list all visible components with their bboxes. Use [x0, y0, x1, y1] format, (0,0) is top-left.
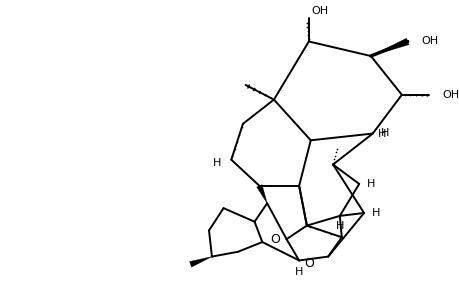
Text: H: H: [377, 128, 385, 139]
Text: H: H: [213, 158, 221, 168]
Text: H: H: [294, 267, 302, 277]
Text: H: H: [366, 179, 375, 189]
Text: O: O: [303, 257, 313, 270]
Text: OH: OH: [420, 37, 437, 46]
Text: H: H: [335, 220, 343, 231]
Text: OH: OH: [442, 90, 459, 100]
Polygon shape: [189, 256, 212, 267]
Polygon shape: [256, 185, 267, 203]
Text: H: H: [371, 208, 379, 218]
Polygon shape: [370, 38, 408, 56]
Text: O: O: [269, 232, 279, 246]
Text: H: H: [380, 128, 388, 138]
Text: OH: OH: [311, 6, 328, 16]
